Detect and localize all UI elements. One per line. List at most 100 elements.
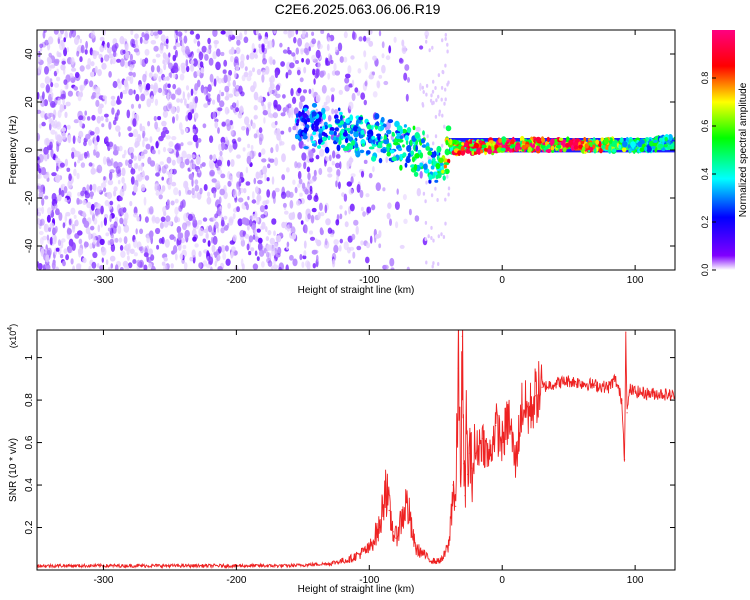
noise-blob [419, 82, 422, 91]
noise-blob [93, 140, 99, 146]
noise-blob [339, 238, 343, 244]
snr-point [463, 463, 465, 465]
noise-blob [43, 223, 50, 233]
noise-blob [168, 62, 173, 70]
noise-blob [59, 162, 65, 168]
noise-blob [180, 142, 184, 147]
noise-blob [227, 159, 231, 167]
noise-blob [156, 244, 160, 250]
noise-blob [155, 163, 160, 173]
noise-blob [247, 225, 250, 231]
noise-blob [56, 134, 62, 142]
signal-blob [414, 153, 420, 159]
noise-blob [295, 30, 299, 35]
colorbar-tick-label: 0.2 [700, 216, 710, 229]
noise-blob [308, 46, 311, 52]
noise-blob [227, 81, 231, 88]
noise-blob [434, 114, 438, 119]
noise-blob [85, 226, 91, 235]
noise-blob [55, 157, 61, 164]
signal-blob [311, 117, 316, 121]
noise-blob [292, 96, 297, 104]
noise-blob [331, 94, 335, 103]
noise-blob [213, 191, 216, 199]
noise-blob [62, 98, 65, 105]
noise-blob [300, 220, 304, 225]
noise-blob [269, 244, 273, 252]
signal-blob [356, 119, 362, 124]
noise-blob [43, 174, 49, 179]
noise-blob [70, 258, 74, 265]
signal-blob [349, 114, 354, 122]
snr-point [348, 558, 350, 561]
noise-blob [211, 244, 216, 253]
noise-blob [266, 251, 270, 258]
noise-blob [214, 118, 219, 123]
noise-blob [407, 77, 410, 83]
noise-blob [275, 235, 282, 243]
noise-blob [243, 188, 247, 194]
noise-blob [147, 120, 151, 127]
colorbar-label: Normalized spectral amplitude [738, 82, 749, 217]
noise-blob [293, 36, 297, 44]
noise-blob [307, 194, 313, 201]
noise-blob [231, 246, 236, 253]
noise-blob [135, 93, 140, 102]
signal-blob [508, 148, 513, 153]
noise-blob [383, 80, 389, 86]
noise-blob [138, 164, 141, 172]
noise-blob [237, 137, 242, 143]
noise-blob [212, 30, 218, 37]
noise-blob [255, 216, 260, 224]
snr-x-axis-label: Height of straight line (km) [298, 584, 415, 595]
noise-blob [122, 217, 128, 226]
noise-blob [317, 60, 321, 70]
noise-blob [246, 155, 252, 165]
noise-blob [111, 107, 115, 115]
snr-point [521, 403, 523, 405]
noise-blob [189, 256, 193, 262]
noise-blob [385, 55, 391, 61]
noise-blob [308, 88, 312, 94]
noise-blob [349, 203, 355, 212]
noise-blob [305, 31, 309, 38]
noise-blob [157, 149, 161, 155]
noise-blob [339, 56, 344, 63]
noise-blob [257, 96, 261, 103]
noise-blob [437, 262, 440, 266]
noise-blob [184, 158, 190, 166]
noise-blob [176, 87, 182, 96]
noise-blob [93, 184, 97, 193]
noise-blob [111, 57, 116, 65]
signal-blob [487, 148, 493, 155]
noise-blob [216, 75, 220, 82]
signal-blob [546, 136, 550, 142]
noise-blob [301, 182, 306, 189]
snr-point [634, 391, 636, 393]
signal-blob [298, 111, 303, 117]
noise-blob [248, 250, 252, 256]
noise-blob [228, 144, 233, 153]
noise-blob [301, 261, 305, 268]
noise-blob [159, 188, 164, 195]
noise-blob [216, 93, 221, 103]
x-tick-label: 0 [499, 275, 505, 286]
noise-blob [229, 55, 234, 63]
signal-blob [422, 130, 425, 136]
noise-blob [232, 79, 236, 88]
snr-point [460, 473, 462, 475]
noise-blob [245, 181, 251, 186]
x-tick-label: -200 [226, 575, 246, 586]
noise-blob [424, 220, 428, 225]
snr-point [541, 386, 543, 388]
snr-point [457, 367, 459, 369]
noise-blob [118, 145, 123, 152]
noise-blob [77, 91, 81, 97]
noise-blob [166, 156, 172, 164]
noise-blob [235, 47, 241, 55]
signal-blob [435, 162, 441, 170]
noise-blob [299, 254, 303, 261]
signal-blob [445, 125, 452, 132]
noise-blob [228, 34, 232, 42]
